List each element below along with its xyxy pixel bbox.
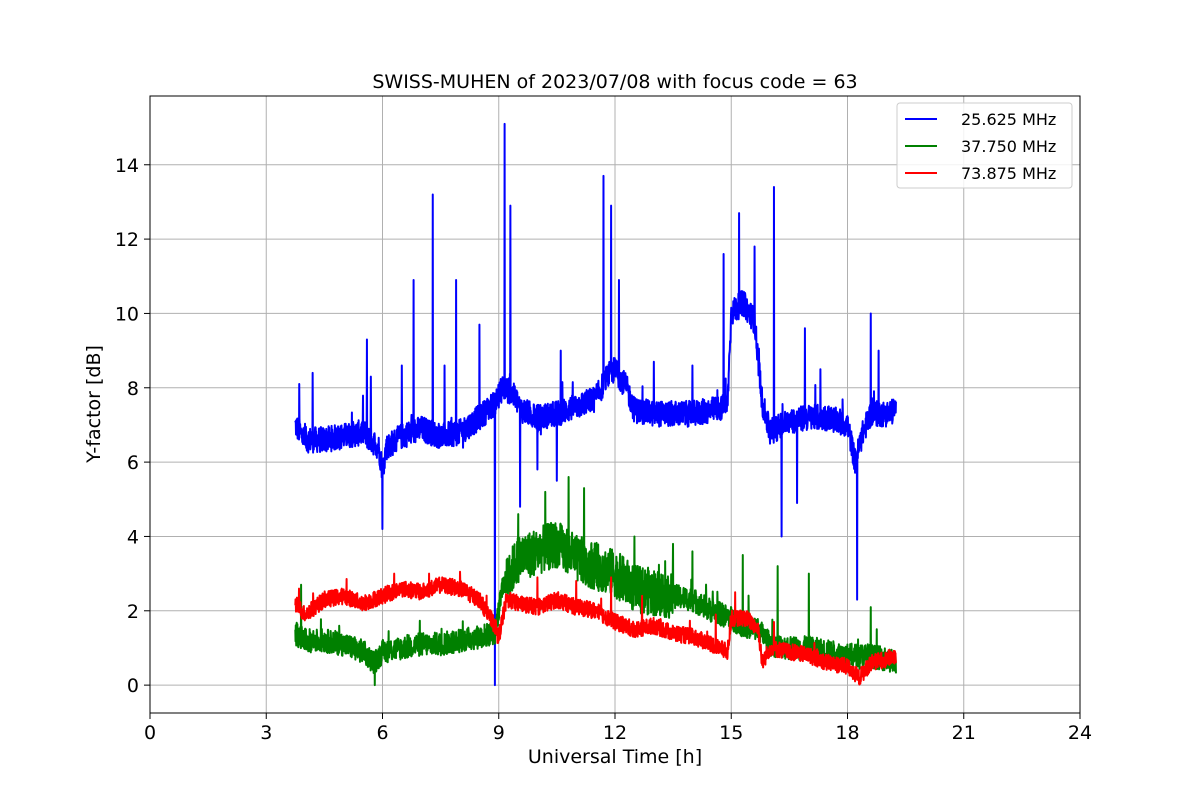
x-tick-label: 0 <box>144 722 156 744</box>
y-tick-label: 6 <box>127 452 139 474</box>
x-tick-label: 3 <box>260 722 272 744</box>
y-tick-label: 8 <box>127 378 139 400</box>
x-tick-label: 24 <box>1068 722 1092 744</box>
x-tick-label: 9 <box>493 722 505 744</box>
y-axis-title: Y-factor [dB] <box>83 345 105 464</box>
chart-title: SWISS-MUHEN of 2023/07/08 with focus cod… <box>372 71 857 93</box>
y-tick-label: 0 <box>127 675 139 697</box>
x-tick-label: 21 <box>952 722 976 744</box>
y-tick-label: 12 <box>115 229 139 251</box>
y-tick-label: 2 <box>127 601 139 623</box>
legend-label: 25.625 MHz <box>961 110 1056 129</box>
x-axis: 0 3 6 9 12 15 18 21 24 <box>144 713 1092 744</box>
legend-label: 73.875 MHz <box>961 164 1056 183</box>
x-tick-label: 15 <box>719 722 743 744</box>
y-tick-label: 4 <box>127 526 139 548</box>
x-tick-label: 6 <box>376 722 388 744</box>
x-tick-label: 12 <box>603 722 627 744</box>
series-line-1 <box>294 122 897 687</box>
y-axis: 0 2 4 6 8 10 12 14 <box>115 155 150 697</box>
y-tick-label: 10 <box>115 303 139 325</box>
y-tick-label: 14 <box>115 155 139 177</box>
x-tick-label: 18 <box>835 722 859 744</box>
x-axis-title: Universal Time [h] <box>528 746 702 768</box>
legend: 25.625 MHz 37.750 MHz 73.875 MHz <box>896 102 1073 189</box>
plot-area <box>294 122 897 687</box>
series-line-3 <box>294 570 897 686</box>
legend-box <box>896 102 1073 189</box>
legend-label: 37.750 MHz <box>961 137 1056 156</box>
